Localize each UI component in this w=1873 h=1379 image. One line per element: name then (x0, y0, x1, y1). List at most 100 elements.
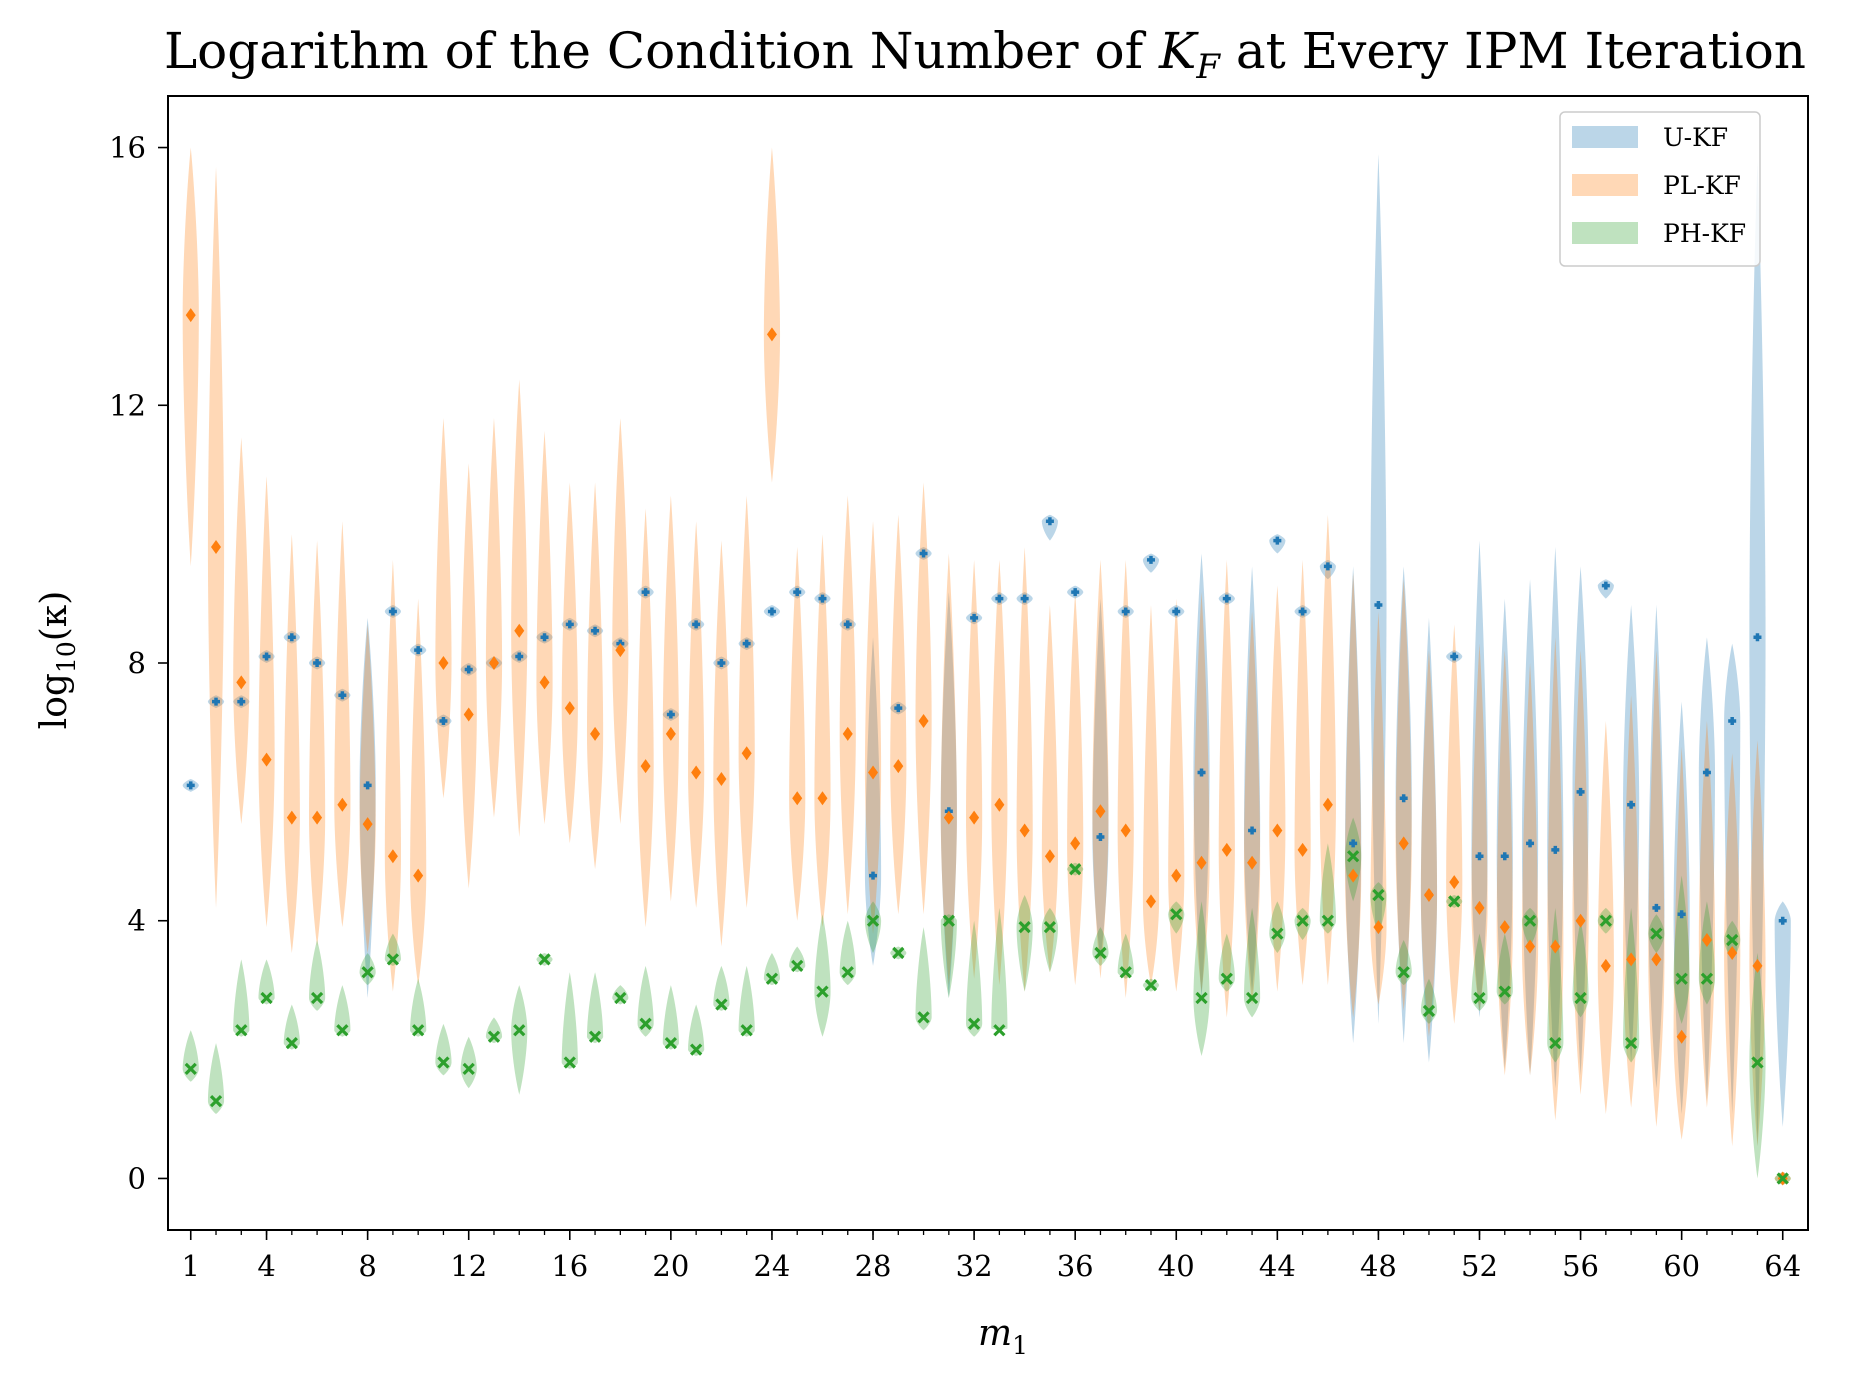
x-axis-label-sub: 1 (1012, 1331, 1028, 1360)
median-marker-pl-kf-29 (893, 759, 904, 774)
violin-pl-kf-23 (738, 495, 755, 908)
median-marker-ph-kf-63 (1751, 1056, 1764, 1069)
violin-ph-kf-43 (1243, 907, 1261, 1018)
violin-ph-kf-7 (334, 985, 351, 1037)
median-marker-ph-kf-2 (209, 1095, 223, 1108)
median-marker-ph-kf-16 (563, 1056, 576, 1069)
violin-pl-kf-63 (1749, 740, 1766, 1147)
median-marker-ph-kf-6 (310, 991, 324, 1005)
median-marker-ph-kf-25 (791, 959, 804, 972)
violin-pl-kf-58 (1623, 695, 1640, 1108)
median-marker-ph-kf-40 (1170, 908, 1183, 921)
violin-pl-kf-36 (1067, 592, 1084, 986)
legend-label-pl-kf: PL-KF (1663, 171, 1741, 200)
median-marker-ph-kf-28 (866, 914, 880, 927)
median-marker-pl-kf-46 (1322, 797, 1333, 812)
median-marker-ph-kf-57 (1599, 914, 1612, 927)
median-marker-ph-kf-60 (1675, 972, 1688, 985)
median-marker-u-kf-41 (1197, 768, 1206, 777)
violin-ph-kf-11 (435, 1023, 452, 1076)
median-marker-pl-kf-18 (615, 643, 626, 658)
violin-u-kf-62 (1724, 643, 1741, 1115)
violin-pl-kf-19 (637, 508, 654, 928)
median-marker-pl-kf-41 (1196, 855, 1207, 870)
median-marker-u-kf-12 (464, 665, 473, 674)
median-marker-ph-kf-36 (1069, 863, 1082, 876)
median-marker-pl-kf-21 (691, 765, 702, 780)
violin-ph-kf-41 (1193, 901, 1210, 1057)
violin-pl-kf-12 (460, 463, 477, 889)
violin-ph-kf-63 (1749, 952, 1766, 1179)
median-marker-pl-kf-57 (1600, 958, 1611, 973)
median-marker-pl-kf-12 (463, 707, 474, 722)
violin-u-kf-28 (864, 637, 882, 966)
median-marker-pl-kf-28 (868, 765, 879, 780)
median-marker-pl-kf-15 (539, 675, 550, 690)
violin-pl-kf-45 (1294, 559, 1311, 986)
median-marker-u-kf-20 (666, 710, 675, 719)
median-marker-ph-kf-59 (1650, 927, 1663, 940)
violin-u-kf-58 (1623, 605, 1640, 1063)
violin-pl-kf-44 (1269, 585, 1286, 992)
median-marker-u-kf-5 (287, 633, 296, 642)
violin-ph-kf-21 (688, 1004, 705, 1057)
median-marker-ph-kf-10 (412, 1024, 425, 1037)
legend-swatch-u-kf (1572, 126, 1638, 148)
x-tick-label-1: 1 (182, 1249, 200, 1283)
violin-u-kf-49 (1395, 566, 1412, 1044)
x-tick-label-4: 4 (257, 1249, 275, 1283)
x-axis-label: m1 (978, 1313, 1028, 1360)
median-marker-u-kf-17 (591, 626, 600, 635)
violin-u-kf-54 (1521, 579, 1539, 1076)
median-marker-u-kf-2 (212, 697, 221, 706)
median-marker-u-kf-8 (363, 781, 372, 790)
median-marker-u-kf-24 (767, 607, 776, 616)
violin-pl-kf-39 (1142, 605, 1160, 986)
median-marker-u-kf-6 (313, 659, 322, 667)
median-marker-ph-kf-24 (765, 972, 779, 985)
violin-pl-kf-37 (1092, 559, 1109, 979)
violin-pl-kf-41 (1193, 592, 1210, 992)
violin-pl-kf-38 (1117, 559, 1134, 999)
chart-title-sub: F (1195, 47, 1221, 87)
median-marker-ph-kf-7 (336, 1024, 349, 1037)
violin-u-kf-50 (1420, 617, 1438, 1063)
median-marker-pl-kf-19 (640, 759, 651, 774)
median-marker-ph-kf-64 (1776, 1172, 1789, 1185)
violin-u-kf-52 (1471, 540, 1488, 1018)
median-marker-u-kf-22 (717, 659, 726, 667)
median-marker-ph-kf-21 (690, 1043, 703, 1056)
x-axis-label-var: m (978, 1313, 1012, 1354)
violin-ph-kf-50 (1420, 978, 1438, 1024)
median-marker-ph-kf-39 (1144, 979, 1158, 992)
median-marker-ph-kf-48 (1372, 888, 1385, 902)
median-marker-u-kf-27 (843, 620, 852, 629)
violin-pl-kf-15 (536, 431, 553, 825)
median-marker-u-kf-37 (1096, 832, 1105, 841)
median-marker-pl-kf-35 (1044, 849, 1055, 864)
median-marker-u-kf-48 (1374, 601, 1383, 610)
violin-u-kf-60 (1673, 701, 1690, 1115)
violin-pl-kf-5 (283, 534, 300, 953)
median-marker-ph-kf-14 (513, 1024, 526, 1037)
median-marker-ph-kf-51 (1448, 895, 1461, 908)
median-marker-u-kf-56 (1576, 787, 1585, 796)
chart-title-var: K (1158, 22, 1199, 80)
chart-title-prefix: Logarithm of the Condition Number of (164, 22, 1159, 80)
median-marker-u-kf-44 (1273, 536, 1282, 545)
median-marker-pl-kf-42 (1221, 842, 1232, 857)
violin-pl-kf-13 (485, 418, 503, 818)
median-marker-pl-kf-60 (1676, 1029, 1687, 1044)
violin-pl-kf-24 (763, 147, 781, 483)
median-marker-ph-kf-1 (184, 1062, 197, 1076)
marker-layer (184, 308, 1789, 1186)
violin-u-kf-47 (1345, 566, 1362, 1044)
median-marker-ph-kf-9 (386, 953, 400, 966)
x-tick-label-56: 56 (1562, 1249, 1599, 1283)
violin-ph-kf-24 (763, 952, 781, 986)
median-marker-u-kf-30 (919, 549, 928, 558)
y-tick-label-4: 4 (128, 904, 146, 938)
x-tick-label-20: 20 (652, 1249, 689, 1283)
median-marker-u-kf-54 (1526, 839, 1535, 848)
legend-box (1559, 111, 1761, 267)
